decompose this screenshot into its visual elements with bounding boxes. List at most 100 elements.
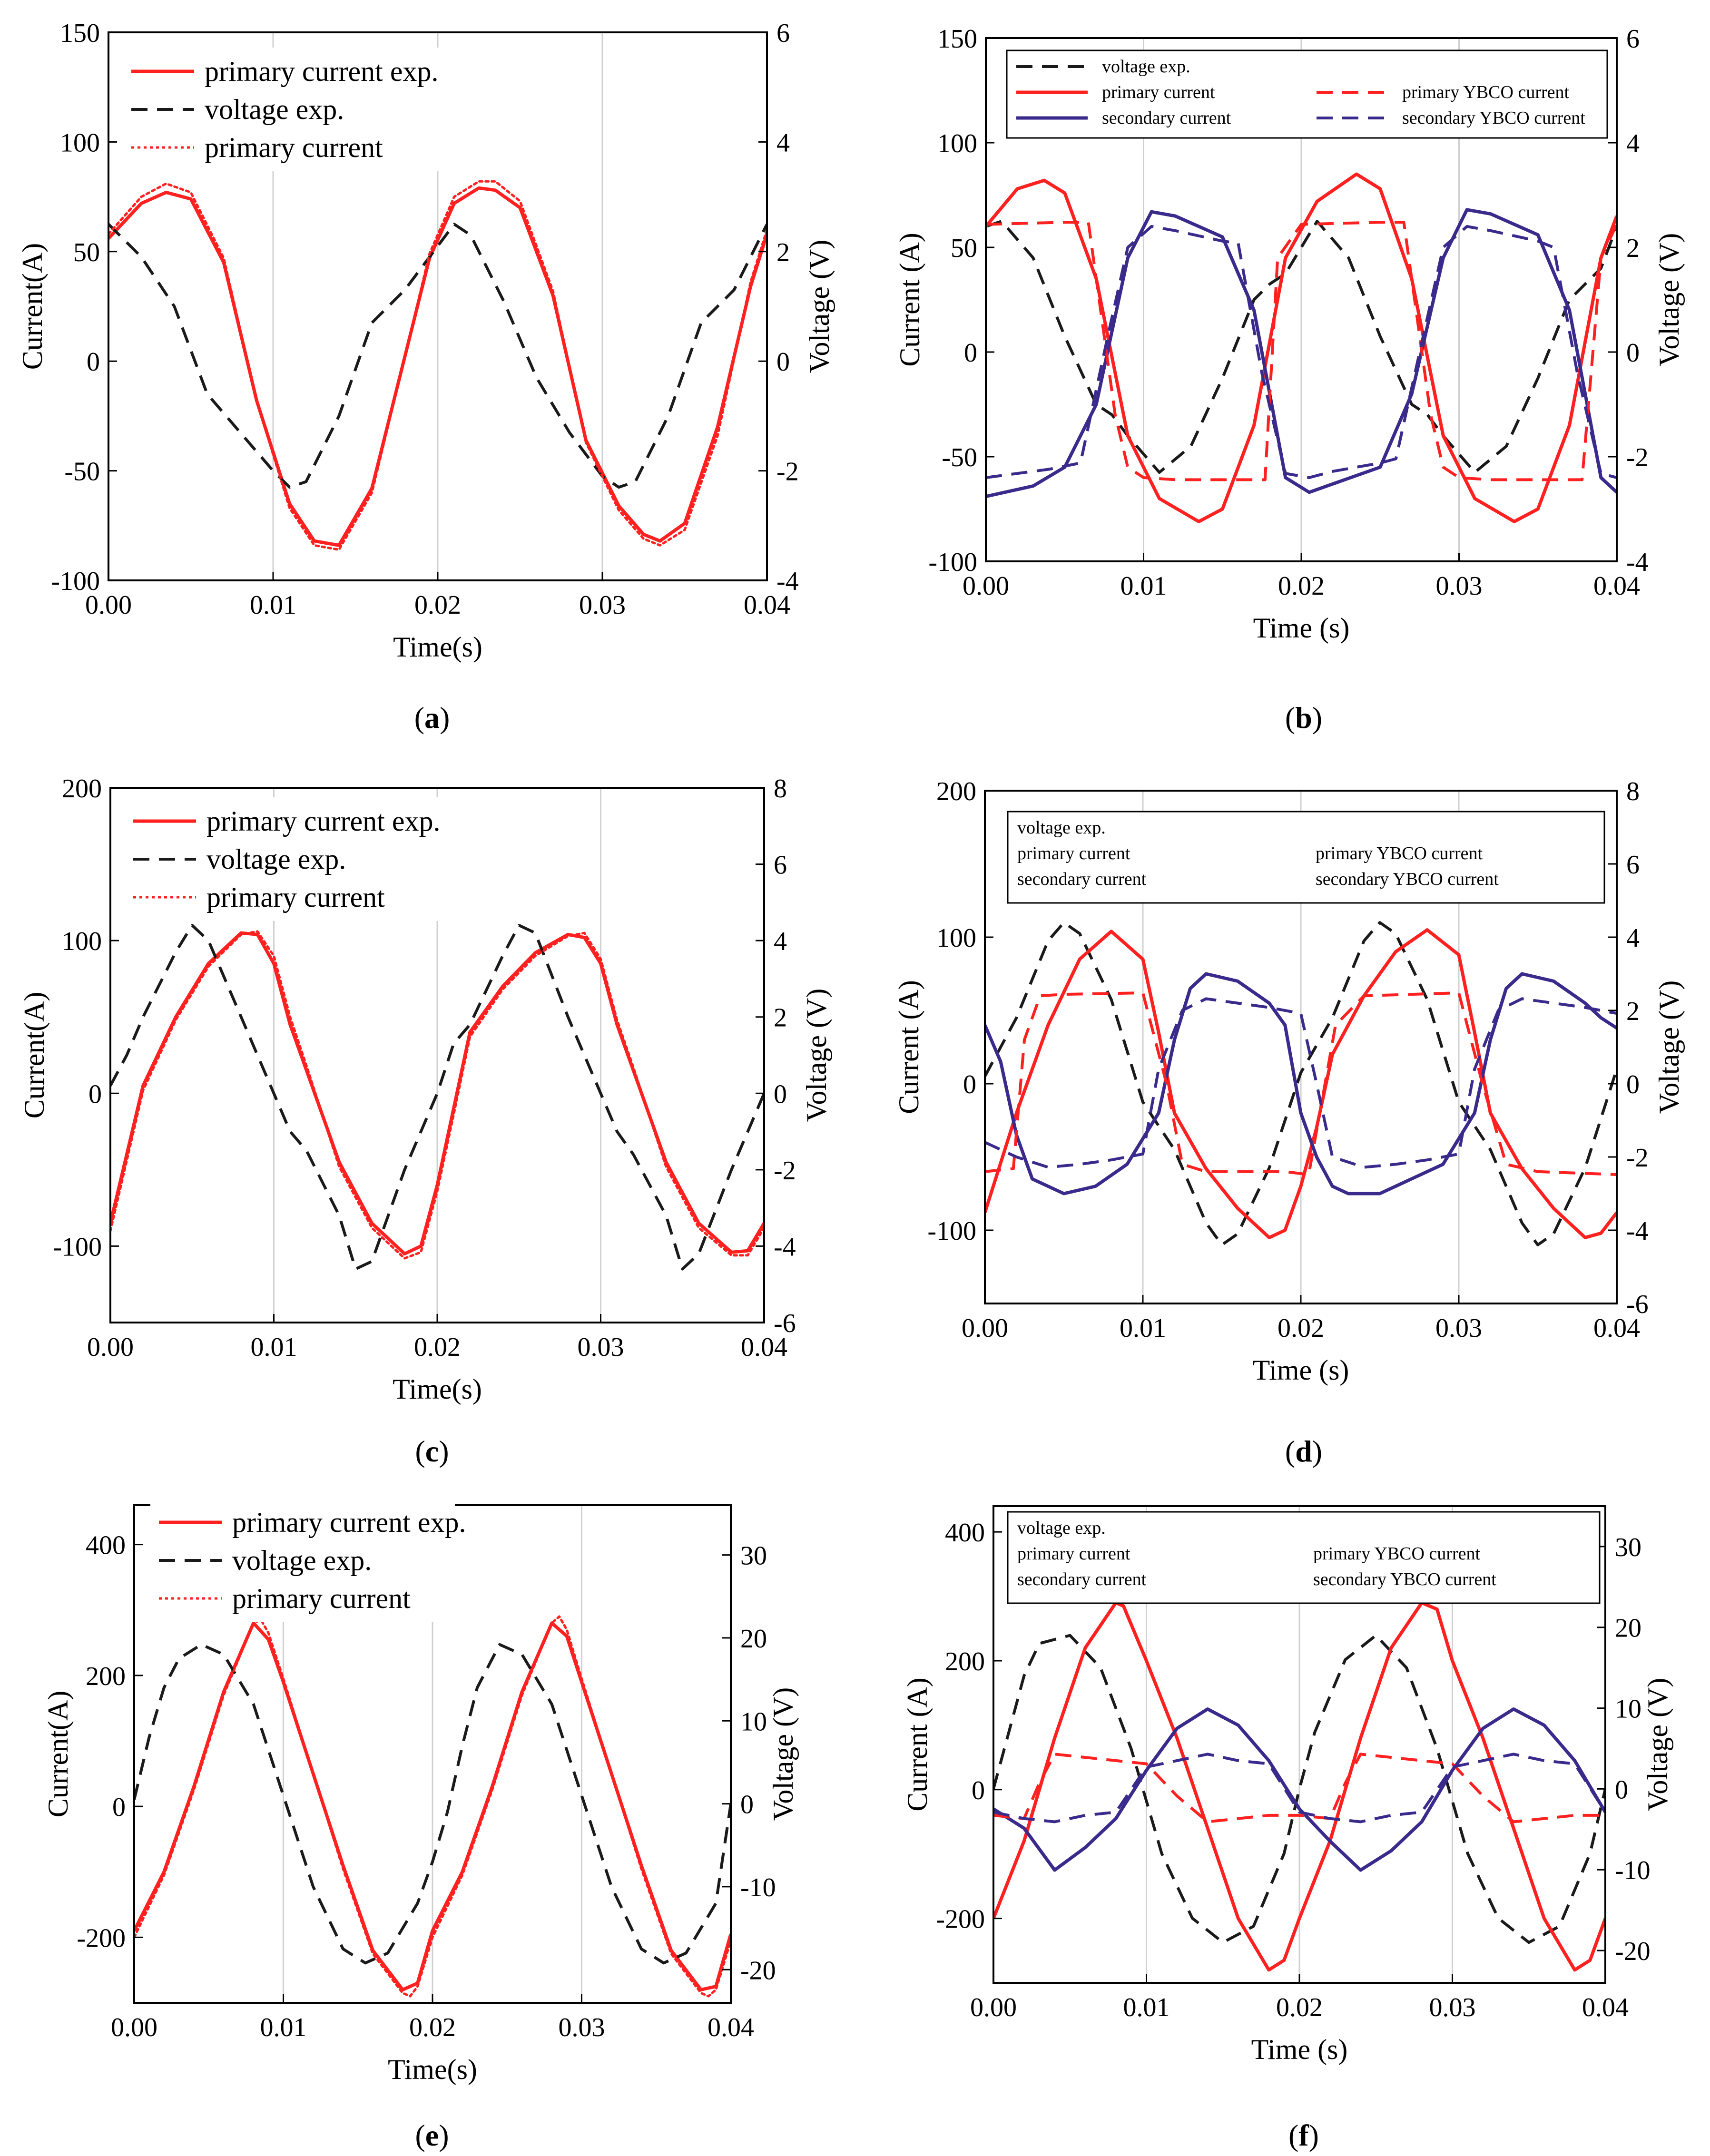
legend-box <box>123 48 465 171</box>
panel-caption: (c) <box>415 1434 449 1468</box>
legend-label: secondary YBCO current <box>1402 108 1585 128</box>
legend-box <box>1007 1511 1601 1604</box>
x-axis-label: Time(s) <box>393 1373 482 1405</box>
x-tick-label: 0.01 <box>250 590 296 620</box>
x-tick-label: 0.01 <box>251 1333 297 1362</box>
y-tick-label: 0 <box>112 1793 126 1822</box>
y-tick-label: -100 <box>928 548 977 577</box>
y-tick-label: 0 <box>964 338 977 368</box>
y-tick-label: -200 <box>77 1923 126 1953</box>
y-tick-label: 200 <box>936 777 976 806</box>
y2-axis-label: Voltage (V) <box>1653 233 1685 367</box>
y2-axis-label: Voltage (V) <box>767 1687 799 1821</box>
legend-label: primary current exp. <box>205 56 438 87</box>
y2-tick-label: 6 <box>1626 850 1640 880</box>
panel-caption-letter: e <box>425 2118 439 2152</box>
legend-label: secondary YBCO current <box>1313 1569 1496 1589</box>
x-axis-label: Time (s) <box>1251 2034 1348 2065</box>
legend-label: primary current exp. <box>206 805 440 837</box>
chart-panel-c: 0.00 0.01 0.02 0.03 0.04 -100 0 100 200 -6 -4 -2 0 2 4… <box>19 774 832 1468</box>
x-tick-label: 0.03 <box>1429 1993 1476 2022</box>
series-line-voltage-exp- <box>108 223 767 489</box>
chart-panel-e: 0.00 0.01 0.02 0.03 0.04 -200 0 200 400 -20 -10 0 10… <box>42 1499 799 2152</box>
x-tick-label: 0.00 <box>963 571 1009 601</box>
legend-box <box>1007 811 1605 904</box>
legend-label: primary current <box>206 882 385 913</box>
y2-tick-label: 0 <box>740 1790 754 1820</box>
y-tick-label: 150 <box>60 19 100 48</box>
y2-tick-label: 4 <box>1626 129 1640 158</box>
y-tick-label: 100 <box>60 128 100 157</box>
legend: voltage exp. primary current secondary cur… <box>1006 49 1608 139</box>
x-tick-label: 0.04 <box>1593 1313 1640 1343</box>
y-tick-label: 50 <box>951 234 977 263</box>
legend-label: primary current <box>205 132 383 163</box>
panel-caption: (b) <box>1285 701 1322 735</box>
legend-box <box>150 1499 455 1622</box>
series-line-primary-ybco-current <box>986 221 1617 481</box>
y-axis-label: Current (A) <box>894 233 925 367</box>
y-tick-label: -100 <box>927 1216 976 1246</box>
y-tick-label: -50 <box>942 443 977 472</box>
legend-label: voltage exp. <box>205 94 344 125</box>
x-axis-label: Time(s) <box>393 631 482 663</box>
y-axis-label: Current (A) <box>893 980 924 1114</box>
series-line-primary-ybco-current <box>993 1753 1605 1823</box>
series-line-secondary-current <box>985 972 1617 1196</box>
y2-tick-label: -6 <box>774 1309 796 1338</box>
y-tick-label: 150 <box>937 24 977 54</box>
y2-tick-label: -10 <box>1615 1856 1651 1885</box>
x-tick-label: 0.02 <box>1276 1993 1323 2022</box>
y-tick-label: -100 <box>53 1232 102 1262</box>
y2-tick-label: 4 <box>774 927 787 956</box>
y2-tick-label: 2 <box>774 1003 787 1033</box>
series-line-primary-ybco-current <box>985 991 1617 1176</box>
legend-box <box>1006 49 1608 139</box>
y-tick-label: 100 <box>62 927 102 956</box>
y-axis-label: Current (A) <box>902 1677 933 1812</box>
y2-tick-label: 4 <box>776 128 790 157</box>
y-tick-label: -50 <box>64 457 100 487</box>
x-tick-label: 0.01 <box>260 2013 307 2042</box>
series-line-voltage-exp- <box>134 1643 731 1965</box>
x-tick-label: 0.04 <box>1593 571 1640 601</box>
y-tick-label: 0 <box>972 1776 985 1805</box>
y2-tick-label: 4 <box>1626 923 1640 953</box>
y2-tick-label: -4 <box>1626 1216 1649 1246</box>
y2-tick-label: 6 <box>774 851 787 880</box>
y2-axis-label: Voltage (V) <box>801 989 832 1122</box>
legend-label: voltage exp. <box>232 1545 372 1576</box>
series-line-secondary-ybco-current <box>986 225 1617 479</box>
series-line-secondary-current <box>993 1707 1605 1872</box>
legend-label: primary YBCO current <box>1316 843 1483 863</box>
x-tick-label: 0.04 <box>1582 1993 1629 2022</box>
y2-tick-label: 30 <box>740 1541 767 1571</box>
legend: voltage exp. primary current secondary cur… <box>1007 811 1605 904</box>
y2-tick-label: -4 <box>774 1232 796 1262</box>
x-tick-label: 0.03 <box>578 1333 624 1362</box>
x-tick-label: 0.01 <box>1120 571 1167 601</box>
y2-tick-label: -2 <box>1626 1143 1649 1173</box>
x-tick-label: 0.00 <box>111 2013 157 2042</box>
y2-tick-label: 0 <box>1615 1775 1628 1804</box>
series-line-primary-current <box>986 172 1617 523</box>
y-axis-label: Current(A) <box>42 1691 74 1818</box>
y2-tick-label: 0 <box>1626 338 1640 368</box>
y-tick-label: 200 <box>86 1662 126 1691</box>
y-tick-label: -100 <box>51 567 100 596</box>
x-axis-label: Time(s) <box>388 2054 477 2085</box>
legend-label: primary current exp. <box>232 1507 466 1538</box>
panel-caption-letter: f <box>1298 2118 1309 2152</box>
y2-tick-label: 10 <box>740 1707 767 1736</box>
x-tick-label: 0.02 <box>1278 1313 1324 1343</box>
y2-tick-label: 20 <box>1615 1614 1641 1643</box>
series-line-voltage-exp- <box>985 921 1617 1246</box>
y-axis-label: Current(A) <box>19 992 50 1119</box>
legend-label: primary current <box>1017 843 1130 863</box>
legend-label: primary YBCO current <box>1313 1544 1480 1564</box>
y2-tick-label: 10 <box>1615 1695 1641 1724</box>
series-line-primary-current <box>110 930 764 1260</box>
panel-caption-letter: a <box>424 701 440 735</box>
y-tick-label: 0 <box>963 1070 976 1099</box>
